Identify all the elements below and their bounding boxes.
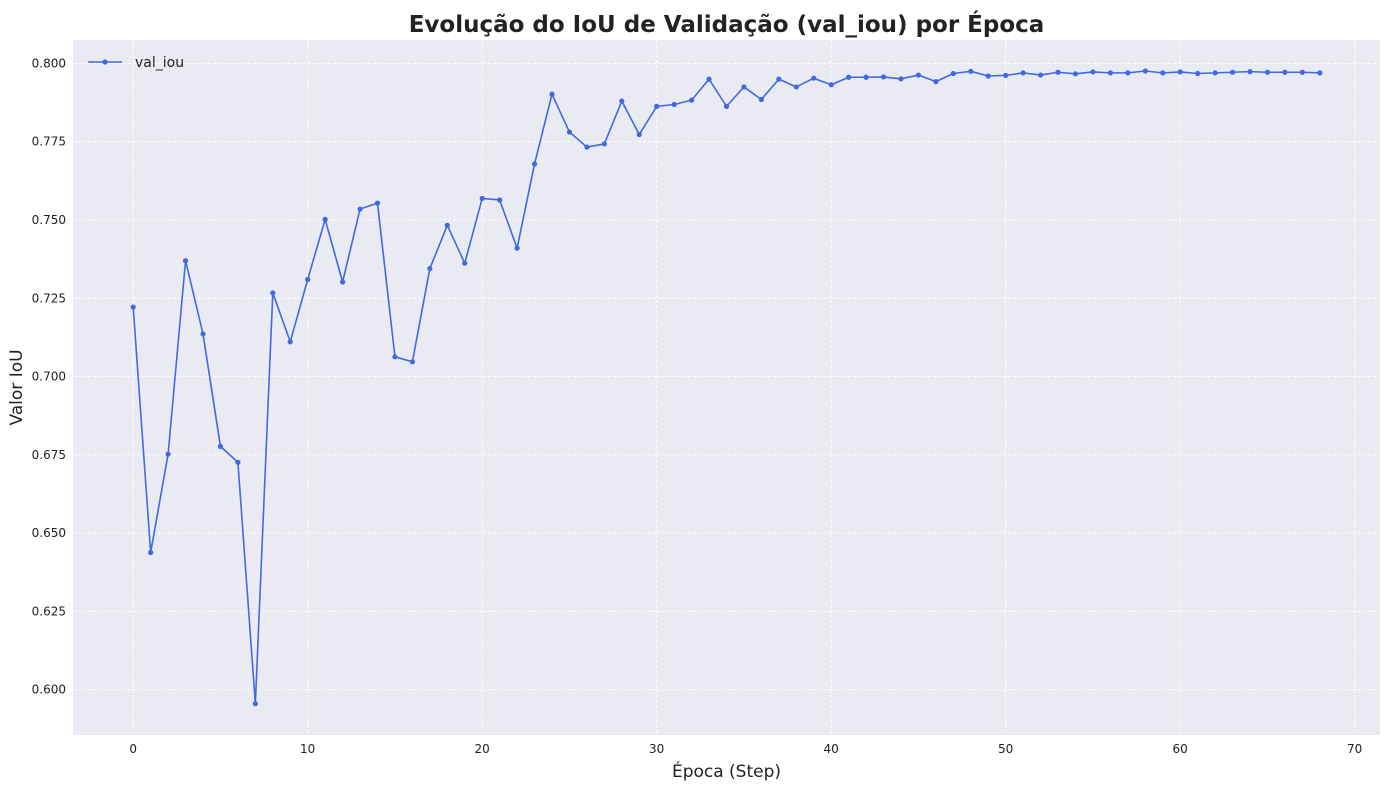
data-point [165, 451, 171, 457]
data-point [374, 200, 381, 206]
data-point [654, 103, 660, 109]
x-tick-label: 10 [300, 742, 315, 756]
axis-ticks: 0.600 0.625 0.650 0.675 0.700 0.725 0.750 0.775… [32, 56, 1363, 756]
data-point [1282, 69, 1288, 75]
data-point [1299, 69, 1305, 75]
data-point [1195, 70, 1201, 77]
data-point [619, 98, 625, 104]
data-point [566, 129, 573, 135]
data-point [968, 68, 974, 74]
y-axis-label: Valor IoU [7, 349, 27, 425]
data-point [497, 197, 503, 203]
x-axis-label: Época (Step) [672, 760, 781, 782]
data-point [531, 161, 538, 167]
data-point [863, 74, 869, 80]
data-point [200, 331, 206, 337]
x-tick-label: 0 [129, 742, 137, 756]
data-point [392, 354, 398, 360]
y-tick-label: 0.800 [32, 56, 66, 70]
x-tick-label: 60 [1173, 742, 1188, 756]
x-tick-label: 70 [1347, 742, 1362, 756]
data-point [1247, 69, 1253, 75]
legend: val_iou [88, 55, 184, 71]
data-point [985, 73, 991, 79]
data-point [671, 101, 677, 108]
x-tick-label: 20 [475, 742, 490, 756]
data-point [933, 79, 939, 85]
data-point [1160, 70, 1166, 76]
data-point [287, 339, 293, 345]
x-tick-label: 30 [649, 742, 664, 756]
data-point [828, 82, 834, 88]
data-point [636, 131, 642, 138]
data-point [217, 443, 224, 449]
data-point [235, 459, 241, 465]
data-point [689, 97, 695, 103]
data-point [1142, 68, 1148, 74]
y-tick-label: 0.775 [32, 135, 66, 149]
legend-marker-swatch [102, 59, 108, 65]
data-point [305, 276, 311, 283]
data-point [915, 72, 922, 78]
data-point [1264, 69, 1271, 75]
data-point [444, 222, 450, 228]
data-point [340, 279, 346, 285]
data-point [1317, 70, 1323, 76]
data-point [950, 70, 956, 77]
data-point [584, 144, 590, 150]
data-point [148, 549, 154, 556]
data-point [723, 103, 730, 109]
data-point [1212, 70, 1218, 76]
data-point [182, 258, 189, 264]
y-tick-label: 0.600 [32, 683, 66, 697]
data-point [357, 206, 363, 212]
data-point [741, 84, 747, 90]
data-point [706, 76, 712, 82]
data-point [130, 304, 136, 310]
data-point [1055, 69, 1061, 75]
data-point [479, 195, 485, 202]
plot-area [73, 40, 1380, 735]
data-point [322, 216, 328, 222]
data-point [776, 76, 782, 82]
series-val-iou [130, 68, 1323, 707]
y-tick-label: 0.675 [32, 448, 66, 462]
data-point [1090, 69, 1096, 75]
data-point [793, 84, 799, 90]
grid [73, 40, 1380, 735]
data-point [1020, 70, 1026, 76]
chart-title: Evolução do IoU de Validação (val_iou) p… [409, 10, 1045, 38]
data-point [514, 245, 520, 251]
data-point [758, 96, 764, 103]
data-point [462, 260, 468, 266]
y-tick-label: 0.650 [32, 526, 66, 540]
y-tick-label: 0.625 [32, 604, 66, 618]
y-tick-label: 0.725 [32, 291, 66, 305]
data-point [601, 141, 607, 147]
x-tick-label: 40 [824, 742, 839, 756]
data-point [409, 359, 416, 365]
data-point [1107, 70, 1113, 76]
legend-label: val_iou [135, 55, 184, 71]
data-point [1037, 72, 1044, 78]
data-point [1125, 70, 1131, 76]
y-tick-label: 0.750 [32, 213, 66, 227]
x-tick-label: 50 [998, 742, 1013, 756]
y-tick-label: 0.700 [32, 370, 66, 384]
data-point [1003, 72, 1009, 78]
data-point [811, 75, 817, 81]
data-point [1229, 69, 1236, 75]
data-point [898, 76, 904, 82]
data-point [427, 265, 433, 272]
data-point [252, 701, 258, 707]
data-point [549, 91, 555, 97]
data-point [270, 290, 276, 296]
data-point [1177, 69, 1183, 75]
data-point [846, 74, 852, 80]
data-point [1072, 71, 1079, 77]
data-point [880, 74, 887, 80]
